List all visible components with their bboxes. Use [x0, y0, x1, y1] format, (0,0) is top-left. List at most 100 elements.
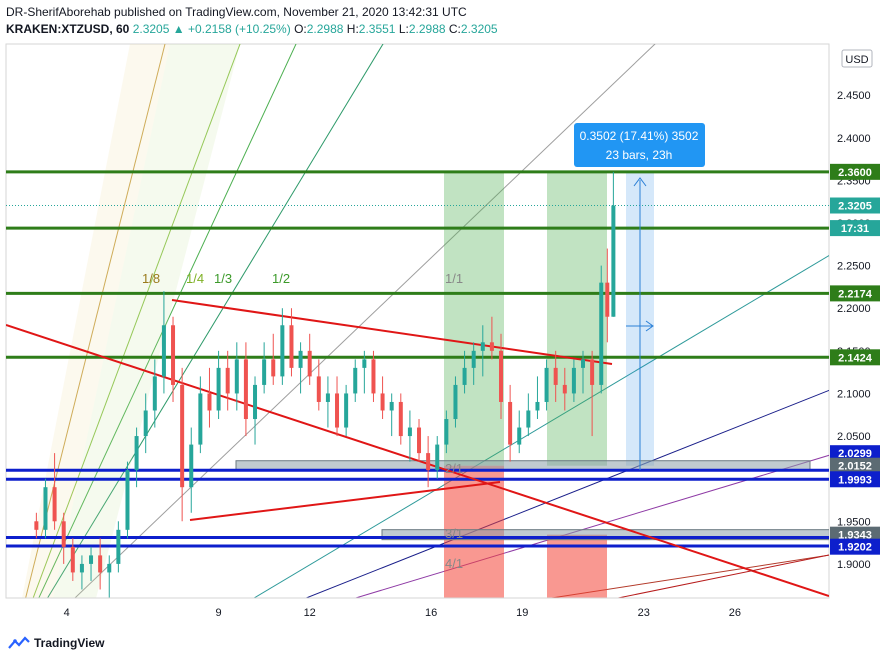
- candle-body: [316, 376, 321, 402]
- y-tick-label: 1.9000: [837, 559, 871, 571]
- price-label-box: [830, 349, 880, 366]
- price-label-box: [830, 163, 880, 180]
- bull-zone: [547, 171, 607, 466]
- trendline-red: [171, 299, 613, 365]
- low-label: L:: [398, 22, 409, 36]
- gann-fan-label: 3/1: [445, 526, 463, 541]
- candle-body: [508, 401, 513, 445]
- price-label-box: [830, 285, 880, 302]
- price-label: 1.9343: [838, 530, 872, 542]
- price-label-box: [830, 197, 880, 214]
- currency-button: [841, 49, 873, 68]
- price-label: 2.3205: [838, 201, 872, 213]
- candle-body: [271, 359, 276, 377]
- gann-fan-label: 1/4: [186, 271, 204, 286]
- candle-body: [180, 384, 185, 488]
- currency-button-label: USD: [845, 54, 868, 66]
- candle-body: [599, 282, 604, 385]
- candle-body: [562, 384, 567, 394]
- candle-body: [553, 367, 558, 385]
- open-label: O:: [294, 22, 307, 36]
- candle-body: [171, 325, 176, 385]
- price-label: 2.0299: [838, 448, 872, 460]
- price-label-box: [830, 445, 880, 462]
- candle-body: [353, 367, 358, 394]
- symbol-ohlc-line: KRAKEN:XTZUSD, 60 2.3205 ▲ +0.2158 (+10.…: [6, 22, 498, 36]
- candle-body: [444, 419, 449, 445]
- candle-body: [253, 384, 258, 420]
- candle-body: [535, 401, 540, 411]
- candle-body: [544, 367, 549, 402]
- candle-body: [453, 384, 458, 420]
- candle-body: [590, 359, 595, 385]
- candle-body: [262, 359, 267, 385]
- gann-fan-line: [548, 554, 829, 598]
- gann-fan-label: 1/8: [142, 271, 160, 286]
- close-value: 2.3205: [460, 22, 498, 36]
- candle-body: [417, 427, 422, 454]
- candle-body: [280, 325, 285, 377]
- candle-body: [499, 350, 504, 402]
- gann-fan-label: 2/1: [445, 461, 463, 476]
- candle-body: [52, 487, 57, 522]
- close-label: C:: [448, 22, 461, 36]
- trendline-red: [615, 554, 829, 598]
- candle-body: [489, 342, 494, 351]
- gann-fan-fill: [22, 44, 170, 598]
- price-label: 2.0152: [838, 461, 872, 473]
- open-value: 2.2988: [306, 22, 344, 36]
- candle-body: [335, 393, 340, 428]
- footer-brand[interactable]: TradingView: [34, 636, 105, 650]
- price-label: 1.9202: [838, 542, 872, 554]
- trendline-red: [189, 481, 501, 521]
- candle-body: [581, 359, 586, 368]
- price-label-box: [830, 538, 880, 555]
- candle-body: [462, 367, 467, 385]
- candle-body: [161, 325, 166, 377]
- high-value: 2.3551: [358, 22, 396, 36]
- candle-body: [34, 521, 39, 530]
- y-tick-label: 2.0500: [837, 431, 871, 443]
- candle-body: [407, 427, 412, 437]
- candle-body: [89, 555, 94, 564]
- high-label: H:: [346, 22, 359, 36]
- candle-body: [98, 555, 103, 573]
- tradingview-logo-icon[interactable]: [8, 636, 30, 650]
- x-tick-label: 26: [729, 607, 741, 619]
- gann-fan-label: 1/2: [272, 271, 290, 286]
- price-label: 1.9993: [838, 474, 872, 486]
- candle-body: [480, 342, 485, 351]
- support-block: [381, 529, 829, 541]
- candle-body: [435, 444, 440, 471]
- candle-body: [243, 359, 248, 420]
- price-label-box: [830, 457, 880, 474]
- x-tick-label: 12: [304, 607, 316, 619]
- measure-box-line1: 0.3502 (17.41%) 3502: [580, 129, 699, 143]
- y-tick-label: 2.4000: [837, 133, 871, 145]
- y-tick-label: 2.4500: [837, 90, 871, 102]
- candle-body: [116, 529, 121, 564]
- candle-body: [371, 359, 376, 394]
- candle-body: [234, 359, 239, 394]
- candle-body: [70, 546, 75, 573]
- candle-body: [125, 470, 130, 530]
- candle-body: [571, 367, 576, 394]
- candle-body: [289, 325, 294, 368]
- last-price: 2.3205: [132, 22, 170, 36]
- candle-body: [471, 350, 476, 368]
- candle-body: [207, 393, 212, 411]
- measure-box: [574, 123, 705, 167]
- x-tick-label: 19: [516, 607, 528, 619]
- candle-body: [225, 367, 230, 394]
- candle-body: [307, 350, 312, 377]
- candle-body: [611, 205, 616, 317]
- candle-body: [325, 393, 330, 402]
- candle-body: [426, 453, 431, 471]
- plot-layer: 0.3502 (17.41%) 3502 23 bars, 23h 1/8 1/4 1/…: [6, 44, 829, 598]
- measure-arrow-head: [645, 320, 654, 332]
- y-tick-label: 2.1000: [837, 388, 871, 400]
- candle-body: [198, 393, 203, 445]
- bear-zone: [547, 534, 607, 598]
- symbol-name[interactable]: KRAKEN:XTZUSD, 60: [6, 22, 130, 36]
